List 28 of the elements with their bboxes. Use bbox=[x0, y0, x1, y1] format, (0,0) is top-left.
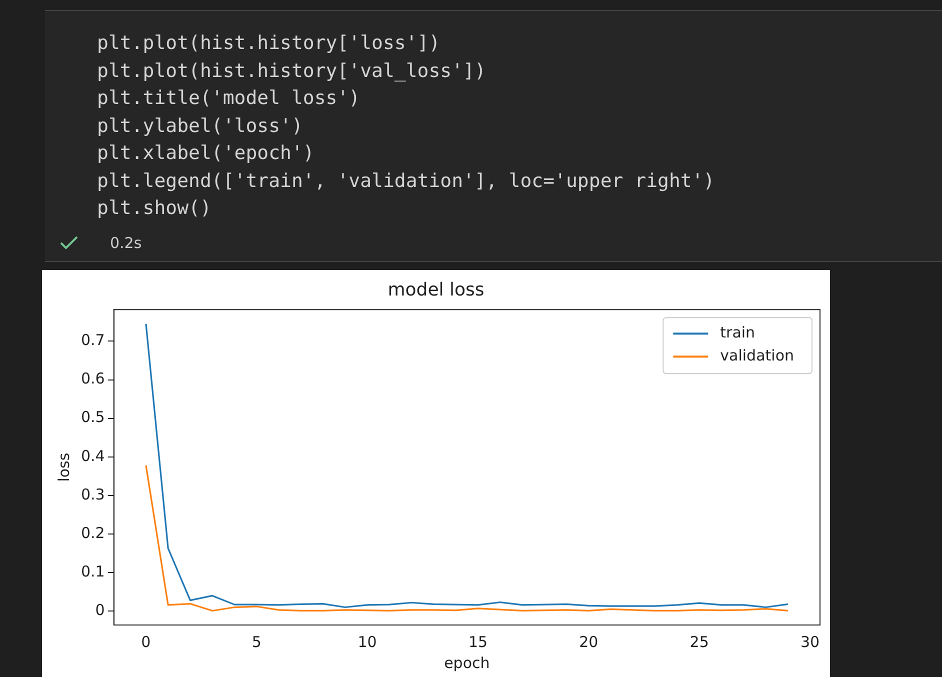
y-tick-label: 0.5 bbox=[80, 408, 105, 426]
x-tick-label: 0 bbox=[141, 632, 151, 651]
legend-label: validation bbox=[720, 346, 794, 364]
text: plt.xlabel('epoch') bbox=[97, 141, 316, 166]
x-tick-label: 10 bbox=[358, 632, 377, 651]
text: plt.title('model loss') bbox=[97, 86, 362, 111]
x-tick-label: 30 bbox=[800, 632, 820, 651]
text: plt.plot(hist.history['val_loss']) bbox=[97, 58, 487, 84]
y-tick-label: 0.7 bbox=[80, 331, 105, 350]
y-tick-label: 0.3 bbox=[80, 485, 105, 504]
legend-label: train bbox=[720, 323, 756, 342]
x-tick-label: 5 bbox=[252, 632, 262, 651]
text: plt.plot(hist.history['loss']) bbox=[97, 31, 442, 56]
text: 0.2s bbox=[110, 234, 142, 252]
y-axis-title: loss bbox=[54, 452, 73, 482]
y-tick-label: 0.2 bbox=[80, 524, 105, 542]
x-tick-label: 15 bbox=[468, 632, 488, 651]
x-tick-label: 25 bbox=[690, 632, 709, 651]
x-tick-label: 20 bbox=[579, 632, 598, 651]
y-tick-label: 0.6 bbox=[80, 370, 105, 388]
text: plt.ylabel('loss') bbox=[97, 114, 304, 138]
text: plt.legend(['train', 'validation'], loc='upper right') bbox=[97, 168, 715, 194]
y-tick-label: 0.1 bbox=[80, 562, 105, 580]
chart-title: model loss bbox=[388, 279, 484, 300]
y-tick-label: 0 bbox=[95, 601, 105, 620]
text: plt.show() bbox=[97, 196, 212, 221]
y-tick-label: 0.4 bbox=[80, 446, 105, 465]
x-axis-title: epoch bbox=[444, 654, 490, 672]
